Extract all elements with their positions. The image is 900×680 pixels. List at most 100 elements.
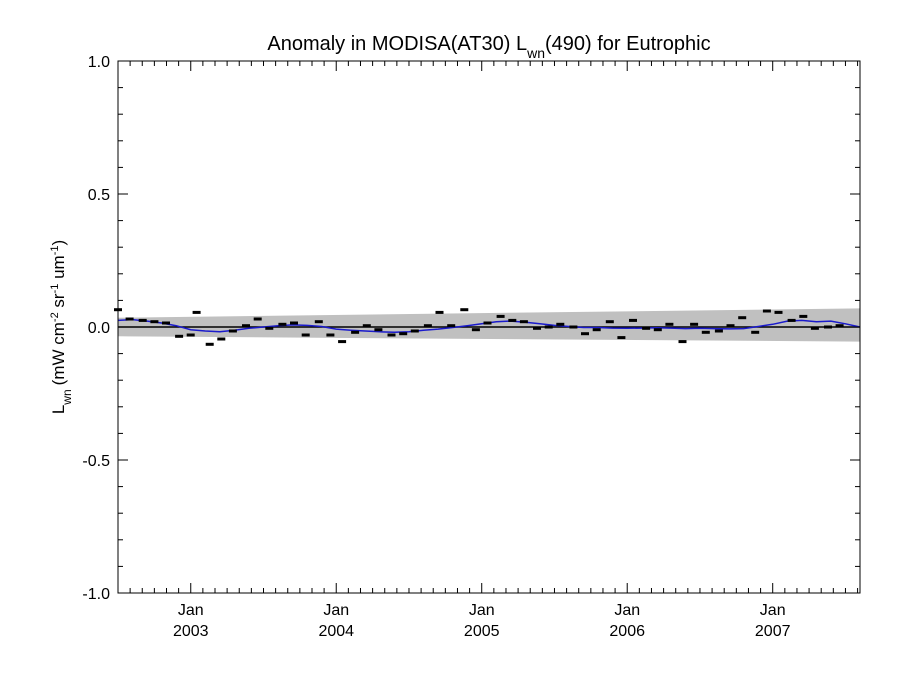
data-point bbox=[338, 340, 347, 344]
chart-title-subscript: wn bbox=[526, 45, 545, 61]
data-point bbox=[665, 322, 674, 326]
x-tick-year-label: 2006 bbox=[609, 623, 645, 640]
data-point-marker bbox=[714, 329, 723, 333]
data-point bbox=[519, 320, 528, 324]
data-point bbox=[751, 330, 760, 334]
data-point bbox=[787, 318, 796, 322]
data-point bbox=[835, 324, 844, 328]
y-tick-label: 0.5 bbox=[88, 187, 110, 204]
data-point-marker bbox=[642, 326, 651, 330]
data-point bbox=[460, 308, 469, 312]
data-point-marker bbox=[374, 328, 383, 332]
chart-title-main: Anomaly in MODISA(AT30) L bbox=[267, 33, 527, 55]
data-point-marker bbox=[150, 320, 159, 324]
data-point-marker bbox=[410, 329, 419, 333]
data-point bbox=[410, 329, 419, 333]
data-point-marker bbox=[278, 322, 287, 326]
chart-title: Anomaly in MODISA(AT30) Lwn(490) for Eut… bbox=[267, 33, 710, 61]
data-point-marker bbox=[690, 322, 699, 326]
data-point bbox=[228, 329, 237, 333]
data-point bbox=[678, 340, 687, 344]
y-tick-label: -1.0 bbox=[82, 586, 110, 603]
data-point-marker bbox=[253, 317, 262, 321]
x-tick-month-label: Jan bbox=[323, 602, 349, 619]
data-point bbox=[799, 314, 808, 318]
data-point bbox=[533, 326, 541, 330]
data-point-marker bbox=[138, 318, 147, 322]
data-point-marker bbox=[399, 332, 408, 336]
y-axis-label-exp-2: -1 bbox=[49, 284, 61, 294]
data-point bbox=[653, 328, 662, 332]
y-axis-label-close: ) bbox=[49, 240, 68, 246]
confidence-band bbox=[118, 308, 860, 342]
data-point-marker bbox=[592, 328, 601, 332]
x-tick-year-label: 2005 bbox=[464, 623, 500, 640]
data-point bbox=[556, 322, 565, 326]
y-tick-label: -0.5 bbox=[82, 453, 110, 470]
x-tick-month-label: Jan bbox=[469, 602, 495, 619]
data-points bbox=[114, 308, 844, 346]
data-point bbox=[278, 322, 287, 326]
data-point bbox=[738, 316, 747, 320]
data-point-marker bbox=[314, 320, 323, 324]
data-point bbox=[592, 328, 601, 332]
data-point-marker bbox=[581, 332, 589, 336]
data-point-marker bbox=[175, 334, 184, 338]
data-point-marker bbox=[810, 326, 819, 330]
data-point-marker bbox=[824, 325, 832, 329]
data-point bbox=[471, 328, 480, 332]
data-point-marker bbox=[205, 342, 214, 346]
data-point bbox=[125, 317, 134, 321]
data-point bbox=[714, 329, 723, 333]
data-point-marker bbox=[435, 310, 444, 314]
data-point bbox=[301, 333, 310, 337]
data-point bbox=[496, 314, 505, 318]
data-point bbox=[314, 320, 323, 324]
data-point-marker bbox=[678, 340, 687, 344]
data-point bbox=[690, 322, 699, 326]
data-point-marker bbox=[423, 324, 432, 328]
data-point bbox=[217, 337, 226, 341]
data-point-marker bbox=[290, 321, 298, 325]
data-point bbox=[387, 333, 396, 337]
data-point-marker bbox=[265, 326, 274, 330]
y-axis-label-units: (mW cm bbox=[49, 322, 68, 385]
data-point-marker bbox=[787, 318, 796, 322]
data-point bbox=[774, 310, 783, 314]
data-point-marker bbox=[544, 325, 553, 329]
data-point bbox=[508, 318, 517, 322]
data-point-marker bbox=[629, 318, 637, 322]
data-point bbox=[701, 330, 710, 334]
data-point-marker bbox=[653, 328, 662, 332]
y-axis-label-exp-3: -1 bbox=[49, 246, 61, 256]
plot-area: -1.0-0.50.00.51.0Jan2003Jan2004Jan2005Ja… bbox=[82, 54, 861, 640]
data-point-marker bbox=[617, 336, 626, 340]
data-point-marker bbox=[186, 333, 195, 337]
x-tick-month-label: Jan bbox=[760, 602, 786, 619]
data-point-marker bbox=[447, 324, 456, 328]
data-point-marker bbox=[701, 330, 710, 334]
data-point-marker bbox=[351, 330, 360, 334]
data-point-marker bbox=[483, 321, 492, 325]
data-point-marker bbox=[508, 318, 517, 322]
data-point bbox=[617, 336, 626, 340]
x-tick-year-label: 2003 bbox=[173, 623, 209, 640]
data-point bbox=[186, 333, 195, 337]
data-point bbox=[205, 342, 214, 346]
data-point-marker bbox=[301, 333, 310, 337]
data-point bbox=[642, 326, 651, 330]
y-tick-label: 0.0 bbox=[88, 320, 110, 337]
data-point bbox=[351, 330, 360, 334]
data-point-marker bbox=[217, 337, 226, 341]
data-point-marker bbox=[751, 330, 760, 334]
chart-title-tail: (490) for Eutrophic bbox=[545, 33, 711, 55]
data-point bbox=[581, 332, 589, 336]
y-axis-label-main: L bbox=[49, 405, 68, 414]
y-axis-label-um: um bbox=[49, 255, 68, 283]
data-point-marker bbox=[338, 340, 347, 344]
data-point-marker bbox=[387, 333, 396, 337]
data-point bbox=[175, 334, 184, 338]
y-axis-label-exp-1: -2 bbox=[49, 312, 61, 322]
data-point-marker bbox=[242, 324, 250, 328]
y-tick-label: 1.0 bbox=[88, 54, 110, 71]
